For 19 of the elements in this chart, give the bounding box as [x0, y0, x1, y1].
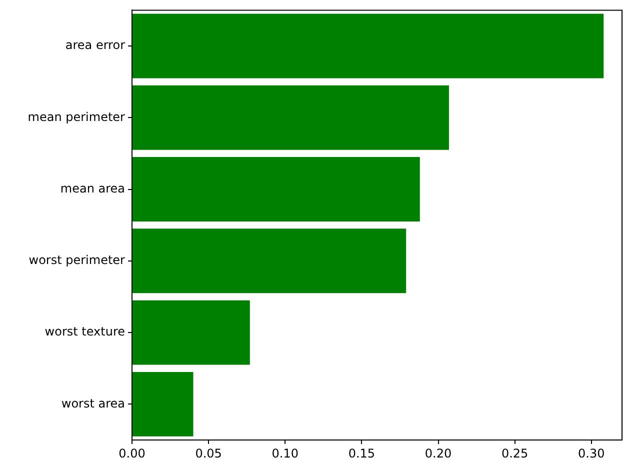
- x-tick-label: 0.00: [118, 446, 146, 460]
- x-tick-label: 0.30: [578, 446, 605, 460]
- x-tick-label: 0.25: [501, 446, 528, 460]
- bar: [132, 228, 406, 294]
- y-tick-label: mean perimeter: [28, 110, 126, 124]
- y-tick-label: worst area: [61, 396, 125, 410]
- bar: [132, 300, 250, 365]
- bar: [132, 157, 420, 222]
- y-tick-label: mean area: [60, 181, 125, 196]
- bar: [132, 14, 604, 78]
- x-tick-label: 0.15: [348, 446, 376, 460]
- x-tick-label: 0.10: [272, 446, 298, 460]
- bar: [132, 85, 449, 150]
- bar: [132, 372, 194, 436]
- x-tick-label: 0.20: [424, 446, 452, 460]
- y-tick-label: worst perimeter: [28, 253, 126, 268]
- x-tick-label: 0.05: [195, 446, 222, 460]
- y-tick-label: worst texture: [44, 324, 125, 339]
- y-tick-label: area error: [65, 38, 126, 52]
